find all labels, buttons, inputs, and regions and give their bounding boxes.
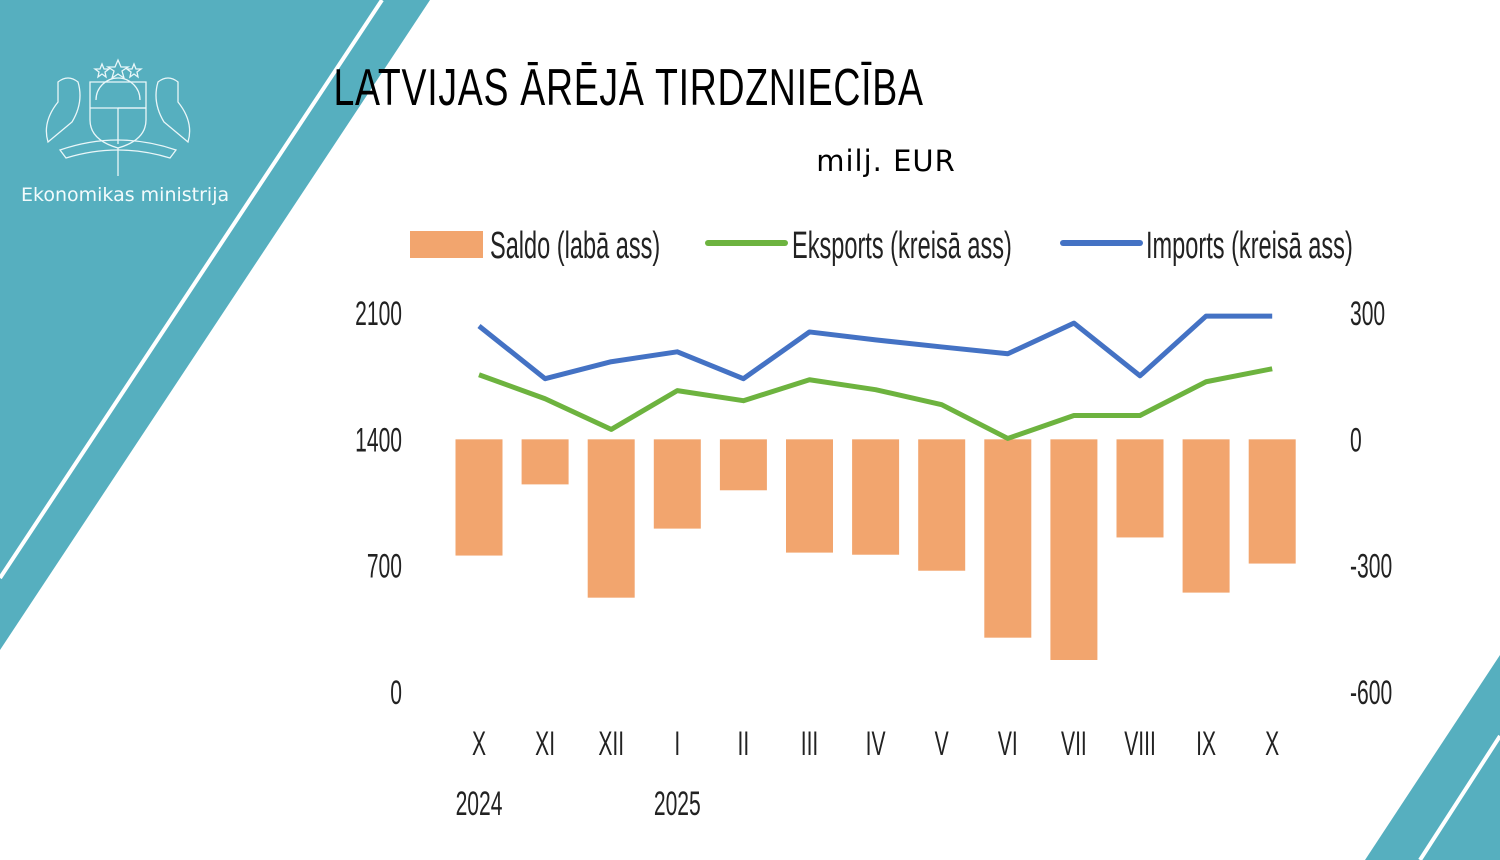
saldo-bar [653,439,701,529]
x-axis-tick: IV [866,724,886,762]
right-axis-tick: 0 [1350,420,1362,458]
x-axis-tick: I [674,724,680,762]
left-axis-tick: 700 [367,546,402,584]
legend-swatch-saldo [410,231,483,258]
saldo-bar [719,439,767,491]
year-label: 2024 [456,784,503,822]
chart-subtitle: milj. EUR [816,144,956,178]
eksports-line [478,366,1273,441]
saldo-bar [984,439,1032,638]
left-axis-tick: 1400 [355,420,402,458]
x-axis-tick: III [801,724,819,762]
saldo-bar [786,439,833,553]
x-axis-tick: VIII [1124,724,1156,762]
left-axis-tick: 0 [390,673,402,711]
saldo-bar [1182,439,1230,593]
right-axis-tick: -300 [1350,546,1392,584]
legend-label-imports: Imports (kreisā ass) [1146,223,1353,266]
saldo-bar [852,439,900,555]
x-axis-tick: VI [998,724,1018,762]
coat-of-arms-logo [45,58,191,176]
right-axis-tick: -600 [1350,673,1392,711]
legend-label-saldo: Saldo (labā ass) [490,223,660,266]
saldo-bar [455,439,503,556]
x-axis-tick: XI [535,724,555,762]
saldo-bar [1248,439,1296,564]
saldo-bar [918,439,966,571]
chart-title: LATVIJAS ĀRĒJĀ TIRDZNIECĪBA [333,59,924,117]
legend-label-eksports: Eksports (kreisā ass) [792,223,1012,266]
saldo-bar [587,439,635,598]
saldo-bar [521,439,569,485]
imports-line [477,313,1273,382]
x-axis-tick: X [1265,724,1279,762]
x-axis-tick: VII [1061,724,1087,762]
right-axis-tick: 300 [1350,294,1385,332]
left-axis-tick: 2100 [355,294,402,332]
x-axis-tick: IX [1196,724,1216,762]
saldo-bar [1116,439,1164,538]
org-name: Ekonomikas ministrija [21,184,230,206]
x-axis-tick: XII [598,724,624,762]
x-axis-tick: II [738,724,750,762]
saldo-bar [1050,439,1098,660]
x-axis-tick: X [472,724,486,762]
year-label: 2025 [654,784,701,822]
x-axis-tick: V [935,724,949,762]
